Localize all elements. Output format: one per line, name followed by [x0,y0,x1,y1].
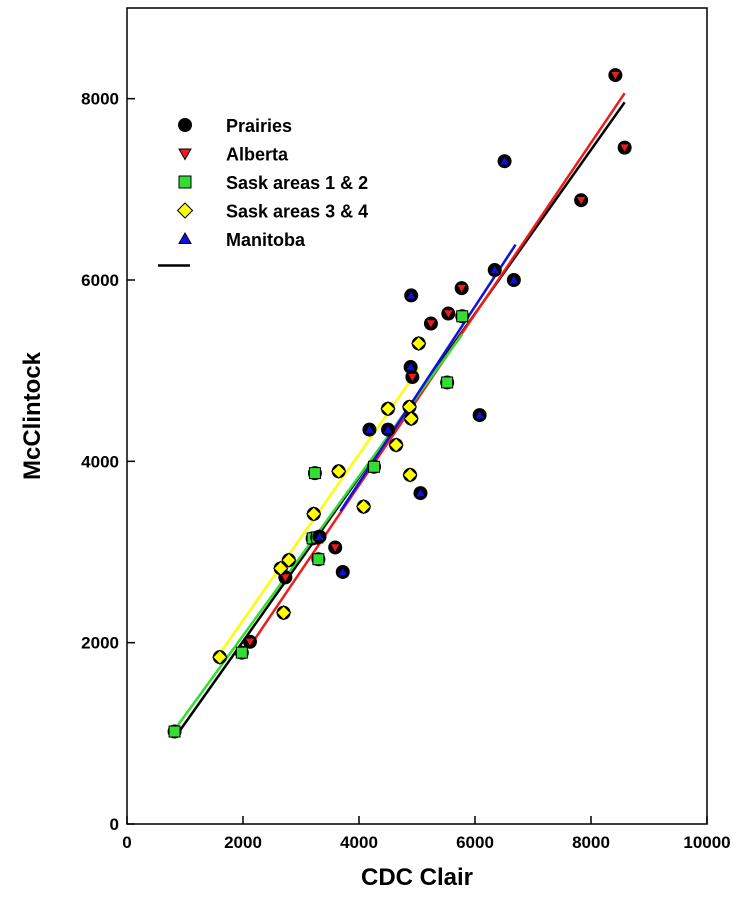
data-point-alberta [329,543,342,554]
data-point-sask-areas-3-4 [388,437,404,453]
data-point-manitoba [488,264,501,275]
data-point-sask-areas-3-4 [380,401,396,417]
y-tick-label: 4000 [81,452,119,471]
data-point-alberta [425,319,437,330]
data-point-sask-areas-3-4 [306,506,322,522]
data-point-sask-areas-1-2 [235,646,248,659]
data-point-sask-areas-1-2 [456,310,469,323]
legend-label-prairies: Prairies [226,116,292,136]
data-point-alberta [455,283,468,295]
data-point-sask-areas-1-2 [312,553,325,566]
y-tick-label: 8000 [81,90,119,109]
data-point-alberta [575,195,588,207]
x-tick-label: 10000 [683,833,730,852]
data-point-sask-areas-3-4 [411,335,427,352]
data-point-manitoba [414,487,427,498]
x-tick-label: 8000 [572,833,610,852]
data-point-sask-areas-1-2 [308,467,321,480]
x-tick-label: 0 [122,833,131,852]
data-point-manitoba [382,423,394,434]
data-point-alberta [279,573,292,584]
data-point-manitoba [404,361,417,372]
legend-label-sask-areas-1-2: Sask areas 1 & 2 [226,173,368,193]
legend-marker-prairies [178,118,192,132]
legend-label-manitoba: Manitoba [226,230,306,250]
y-tick-label: 0 [110,815,119,834]
data-point-sask-areas-1-2 [368,460,381,473]
data-point-sask-areas-3-4 [403,411,419,427]
data-point-alberta [244,637,256,648]
x-tick-label: 6000 [456,833,494,852]
data-point-sask-areas-3-4 [276,605,292,621]
x-axis-title: CDC Clair [361,864,473,891]
data-point-manitoba [473,409,486,420]
data-point-sask-areas-1-2 [441,376,454,389]
data-point-manitoba [336,565,349,577]
legend-label-alberta: Alberta [226,145,289,165]
legend-label-sask-areas-3-4: Sask areas 3 & 4 [226,202,368,222]
axis-ticks: 0 2000 4000 6000 8000 10000 0 2000 4000 6000 8000 [81,90,730,852]
y-tick-label: 2000 [81,634,119,653]
data-point-sask-areas-3-4 [402,467,418,483]
data-point-manitoba [363,423,376,434]
data-point-sask-areas-3-4 [331,463,347,479]
y-axis-title: McClintock [19,351,46,480]
data-point-sask-areas-3-4 [212,649,228,665]
plot-frame [126,7,708,825]
legend: Prairies Alberta Sask areas 1 & 2 Sask area… [158,116,368,267]
data-point-manitoba [507,273,520,285]
legend-marker-manitoba [178,231,192,244]
data-point-manitoba [405,289,418,300]
data-points [167,68,632,739]
y-tick-label: 6000 [81,271,119,290]
x-tick-label: 2000 [224,833,262,852]
data-point-sask-areas-3-4 [356,499,372,515]
plot-area: 0 2000 4000 6000 8000 10000 0 2000 4000 6000 8000 [81,7,731,852]
legend-marker-sask-areas-1-2 [178,175,192,189]
data-point-sask-areas-3-4 [281,552,297,568]
legend-marker-alberta [178,148,192,161]
data-point-alberta [442,309,455,320]
legend-marker-sask-areas-3-4 [176,202,194,219]
data-point-manitoba [313,530,326,541]
data-point-manitoba [498,155,511,166]
data-point-alberta [618,143,631,154]
x-tick-label: 4000 [340,833,378,852]
data-point-alberta [609,70,622,82]
regression-line-manitoba [339,243,517,512]
data-point-sask-areas-1-2 [168,725,181,738]
